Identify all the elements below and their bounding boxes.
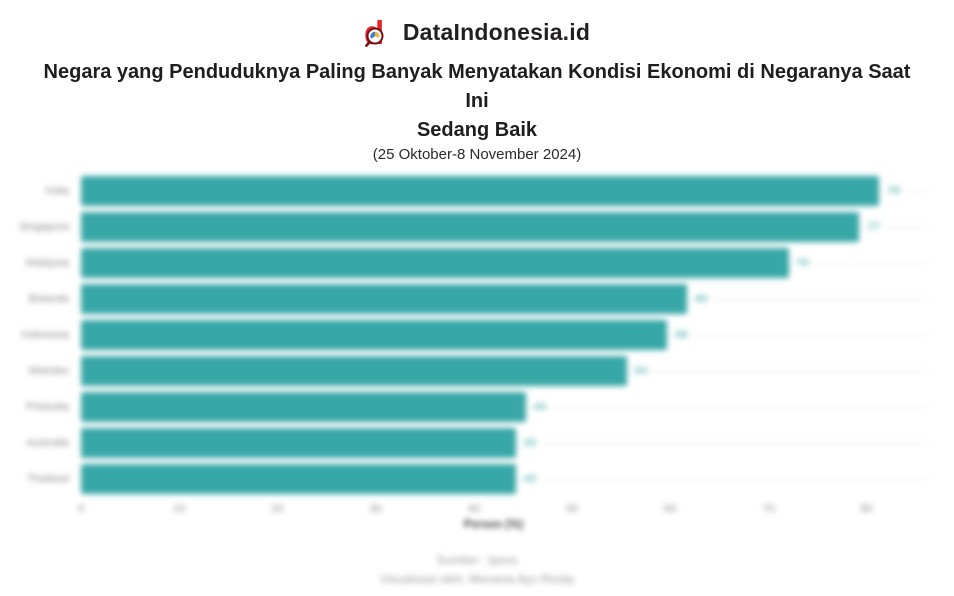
chart-subtitle: (25 Oktober-8 November 2024) — [372, 146, 582, 163]
category-label: Australia — [26, 437, 69, 449]
plot-cell: 44 — [81, 389, 930, 425]
plot-cell: 58 — [81, 317, 930, 353]
category-label: Belanda — [28, 293, 69, 305]
value-label: 54 — [634, 365, 648, 377]
dataindonesia-logo-icon: d — [364, 16, 384, 48]
bar — [81, 212, 860, 242]
value-label: 58 — [675, 329, 688, 341]
value-label: 60 — [695, 293, 708, 305]
bar-row: Malaysia 70 — [0, 245, 930, 281]
brand: d DataIndonesia.id — [0, 15, 954, 49]
header: d DataIndonesia.id Negara yang Pendudukn… — [0, 0, 954, 163]
x-tick-label: 30 — [369, 503, 382, 515]
bar-row: Australia 43 — [0, 425, 930, 461]
bar — [81, 320, 668, 350]
credit-text: Visualisasi oleh: Monavia Ayu Rizaty — [379, 572, 575, 587]
x-tick-label: 20 — [271, 503, 284, 515]
category-label: Singapura — [18, 221, 69, 233]
x-axis-label: Persen (%) — [463, 519, 524, 531]
chart-title-line2: Sedang Baik — [416, 119, 538, 141]
category-label: Meksiko — [28, 365, 69, 377]
bar-row: Polandia 44 — [0, 389, 930, 425]
footer: Sumber : Ipsos Visualisasi oleh: Monavia… — [0, 551, 954, 589]
bar-row: Meksiko 54 — [0, 353, 930, 389]
x-tick-label: 40 — [467, 503, 480, 515]
bar — [81, 392, 526, 422]
value-label: 43 — [523, 473, 536, 485]
bar — [81, 176, 880, 206]
plot-cell: 43 — [81, 425, 930, 461]
bar-row: Belanda 60 — [0, 281, 930, 317]
category-label: India — [45, 185, 69, 197]
chart-title: Negara yang Penduduknya Paling Banyak Me… — [30, 58, 924, 145]
bar-row: India 79 — [0, 173, 930, 209]
bar — [81, 248, 789, 278]
value-label: 44 — [533, 401, 546, 413]
plot-cell: 77 — [81, 209, 930, 245]
category-label: Thailand — [26, 473, 69, 485]
x-tick-label: 0 — [77, 503, 85, 515]
bar — [81, 464, 516, 494]
value-label: 70 — [796, 257, 809, 269]
bar-chart: India 79 Singapura 77 Malaysia 70 Belanda 60 Ind… — [0, 173, 954, 537]
value-label: 43 — [523, 437, 536, 449]
x-tick-label: 70 — [762, 503, 775, 515]
x-tick-label: 50 — [565, 503, 579, 515]
x-tick-label: 60 — [664, 503, 677, 515]
category-label: Malaysia — [25, 257, 69, 269]
bar — [81, 356, 627, 386]
bar-row: Thailand 43 — [0, 461, 930, 497]
value-label: 79 — [887, 185, 900, 197]
category-label: Polandia — [26, 401, 69, 413]
plot-cell: 70 — [81, 245, 930, 281]
plot-cell: 43 — [81, 461, 930, 497]
plot-cell: 79 — [81, 173, 930, 209]
value-label: 77 — [867, 221, 880, 233]
category-label: Indonesia — [21, 329, 69, 341]
bar — [81, 284, 688, 314]
x-axis: 0 10 20 30 40 50 60 70 80 — [77, 497, 906, 519]
source-text: Sumber : Ipsos — [436, 553, 518, 567]
plot-cell: 60 — [81, 281, 930, 317]
brand-name: DataIndonesia.id — [402, 18, 591, 45]
bar-row: Singapura 77 — [0, 209, 930, 245]
chart-rows: India 79 Singapura 77 Malaysia 70 Belanda 60 Ind… — [0, 173, 930, 497]
plot-cell: 54 — [81, 353, 930, 389]
x-tick-label: 10 — [173, 503, 186, 515]
chart-title-line1: Negara yang Penduduknya Paling Banyak Me… — [43, 61, 911, 112]
x-tick-label: 80 — [860, 503, 873, 515]
bar-row: Indonesia 58 — [0, 317, 930, 353]
bar — [81, 428, 516, 458]
